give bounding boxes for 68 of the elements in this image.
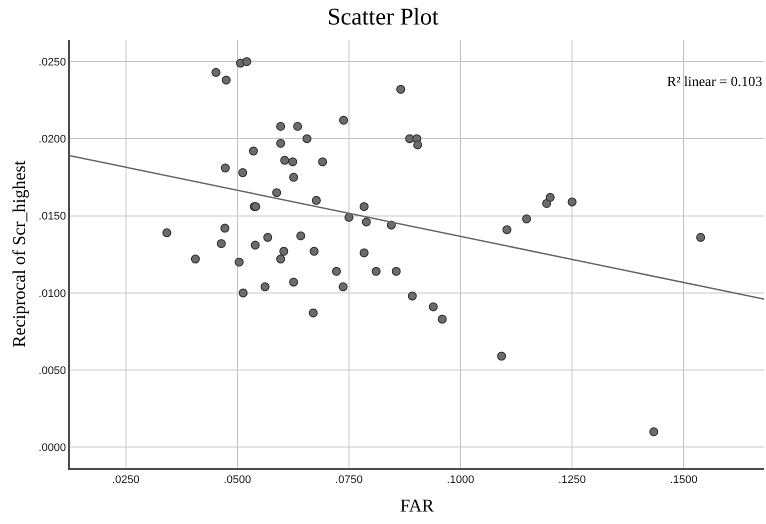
point [362,218,371,226]
point [280,156,290,165]
point [260,282,270,292]
point [220,164,230,173]
point [308,308,318,318]
x-tick-label: .1250 [558,474,586,486]
point [242,57,252,66]
annotation: R² linear = 0.103 [667,75,762,90]
point [272,188,282,198]
point [502,225,512,234]
point [408,292,417,301]
point [392,266,401,276]
point [413,140,422,150]
x-tick-label: .0750 [335,474,363,486]
point [428,302,438,312]
point [696,232,706,242]
x-axis-title: FAR [400,496,434,516]
point [279,246,288,256]
x-tick-label: .1000 [446,474,474,486]
point [312,196,321,205]
x-tick-label: .0250 [112,474,140,486]
point [211,68,220,77]
point [332,266,341,276]
point [220,224,230,233]
point [302,134,312,144]
point [289,172,298,182]
x-tick-label: .1500 [670,474,698,486]
point [250,240,260,250]
point [438,314,447,324]
point [248,146,258,156]
point [497,352,506,361]
point [263,232,272,242]
point [360,248,369,258]
y-tick-label: .0200 [38,134,66,146]
point [360,202,369,212]
point [396,84,406,94]
point [289,278,298,287]
chart-title: Scatter Plot [327,4,439,31]
y-tick-label: .0050 [38,364,66,377]
point [162,228,172,238]
point [372,266,381,276]
point [276,138,286,148]
point [216,239,226,248]
point [546,192,555,202]
point [338,282,348,292]
point [238,168,248,178]
point [318,157,328,166]
point [190,254,200,264]
point [234,258,244,267]
point [276,122,286,131]
y-axis-title: Reciprocal of Scr_highest [9,160,30,348]
point [293,122,302,131]
y-tick-label: .0000 [38,442,66,454]
point [288,157,298,166]
point [649,427,658,436]
y-tick-label: .0100 [38,288,66,300]
point [238,288,248,298]
x-tick-label: .0500 [224,474,252,486]
point [296,231,306,240]
point [344,212,354,222]
y-tick-label: .0150 [38,210,66,223]
point [339,116,348,125]
y-tick-label: .0250 [38,56,66,68]
point [522,214,532,224]
point [568,197,577,206]
point [310,246,319,256]
point [276,254,286,264]
point [222,76,231,85]
